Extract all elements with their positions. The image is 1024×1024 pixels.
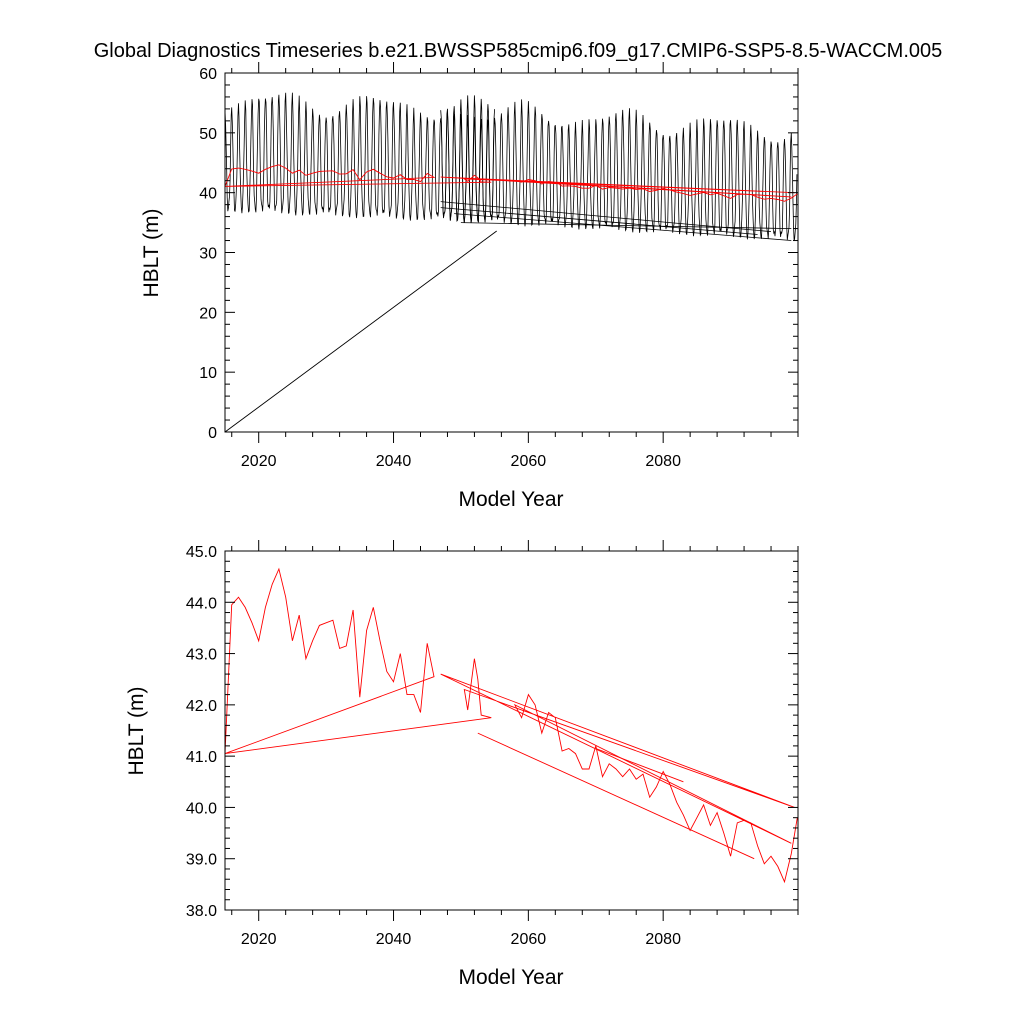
bottom-plot-lines — [224, 567, 798, 884]
x-tick-label: 2040 — [376, 931, 412, 948]
x-tick-label: 2060 — [511, 453, 547, 470]
annual-extra-line-2 — [595, 748, 684, 783]
y-tick-label: 42.0 — [186, 698, 217, 715]
y-tick-label: 45.0 — [186, 544, 217, 561]
top-y-axis-label: HBLT (m) — [140, 208, 163, 297]
annual-series-line — [224, 164, 798, 202]
annual-extra-line-1 — [477, 732, 755, 860]
monthly-cycle-segment-1 — [224, 92, 495, 224]
y-tick-label: 10 — [199, 365, 217, 382]
monthly-cycle-segment-2 — [440, 99, 798, 241]
y-tick-label: 20 — [199, 305, 217, 322]
y-tick-label: 50 — [199, 126, 217, 143]
y-tick-label: 41.0 — [186, 749, 217, 766]
top-panel: 0 10 20 30 40 50 60 2020 2040 2060 2080 Model Year… — [140, 62, 799, 511]
monthly-wrap-line-1 — [440, 201, 772, 232]
x-tick-label: 2080 — [645, 931, 681, 948]
y-tick-label: 39.0 — [186, 852, 217, 869]
bottom-plot-frame — [224, 550, 799, 911]
y-tick-label: 30 — [199, 246, 217, 263]
bottom-x-axis-label: Model Year — [458, 966, 563, 989]
y-tick-label: 43.0 — [186, 647, 217, 664]
top-plot-lines — [224, 92, 798, 433]
bottom-y-axis-label: HBLT (m) — [125, 686, 148, 775]
x-tick-label: 2020 — [241, 453, 277, 470]
y-tick-label: 40 — [199, 186, 217, 203]
monthly-series-line — [224, 230, 497, 433]
top-ticks: 0 10 20 30 40 50 60 2020 2040 2060 2080 — [199, 62, 799, 470]
monthly-wrap-line-3 — [454, 213, 792, 241]
monthly-wrap-line-2 — [440, 207, 758, 235]
bottom-ticks: 38.0 39.0 40.0 41.0 42.0 43.0 44.0 45.0 2020 2040… — [186, 540, 799, 948]
y-tick-label: 38.0 — [186, 903, 217, 920]
top-plot-frame — [224, 72, 799, 433]
y-tick-label: 40.0 — [186, 800, 217, 817]
bottom-panel: 38.0 39.0 40.0 41.0 42.0 43.0 44.0 45.0 2020 2040… — [125, 540, 799, 989]
x-tick-label: 2020 — [241, 931, 277, 948]
annual-series-line — [224, 567, 798, 884]
x-tick-label: 2060 — [511, 931, 547, 948]
y-tick-label: 44.0 — [186, 595, 217, 612]
monthly-wrap-line-4 — [460, 222, 792, 229]
chart-title: Global Diagnostics Timeseries b.e21.BWSS… — [94, 40, 943, 62]
x-tick-label: 2040 — [376, 453, 412, 470]
y-tick-label: 60 — [199, 66, 217, 83]
top-x-axis-label: Model Year — [458, 488, 563, 511]
x-tick-label: 2080 — [645, 453, 681, 470]
y-tick-label: 0 — [208, 425, 217, 442]
